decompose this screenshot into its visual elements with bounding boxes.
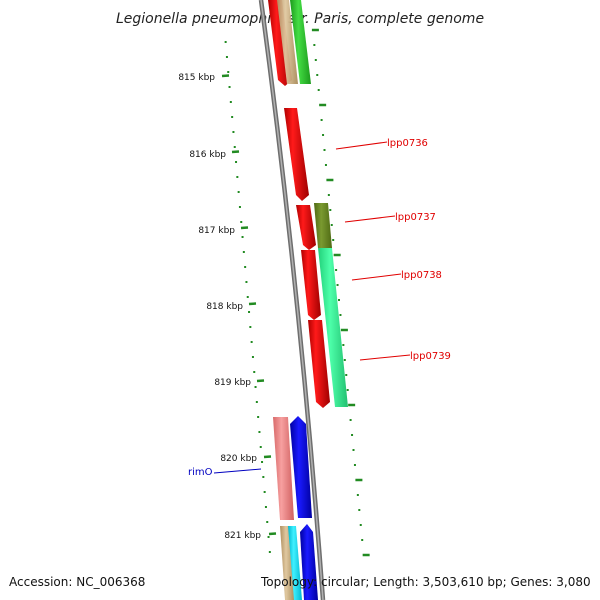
kbp-major-tick xyxy=(231,150,240,154)
cds-red-3 xyxy=(301,250,321,320)
cds-cyan-bottom xyxy=(288,526,302,600)
cds-olive xyxy=(314,203,332,248)
cds-pink-rimO xyxy=(273,417,294,520)
kbp-label: 817 kbp xyxy=(198,226,235,236)
inner-dot-ticks xyxy=(224,41,271,553)
kbp-major-tick xyxy=(221,74,230,78)
gene-label-lpp0736[interactable]: lpp0736 xyxy=(387,138,428,149)
kbp-label: 820 kbp xyxy=(220,454,257,464)
cds-green-top xyxy=(290,0,311,84)
cds-red-2 xyxy=(296,205,316,250)
kbp-label: 818 kbp xyxy=(206,302,243,312)
accession-text: Accession: NC_006368 xyxy=(9,575,145,589)
kbp-major-tick xyxy=(256,379,265,383)
gene-label-rimO[interactable]: rimO xyxy=(188,467,213,478)
cds-tan-top xyxy=(277,0,298,84)
kbp-label: 821 kbp xyxy=(224,531,261,541)
gene-label-lpp0737[interactable]: lpp0737 xyxy=(395,212,436,223)
cds-red-4 xyxy=(308,320,330,408)
cds-blue-2 xyxy=(300,524,318,600)
kbp-major-tick xyxy=(240,226,249,230)
cds-red-1 xyxy=(284,108,309,201)
kbp-major-tick xyxy=(268,532,277,536)
gene-label-lpp0738[interactable]: lpp0738 xyxy=(401,270,442,281)
outer-dot-ticks xyxy=(311,28,370,557)
gene-label-lines xyxy=(213,141,411,474)
cds-blue-1 xyxy=(290,416,312,518)
gene-label-lpp0739[interactable]: lpp0739 xyxy=(410,351,451,362)
cds-seafoam xyxy=(318,248,348,407)
kbp-major-tick xyxy=(248,302,257,306)
kbp-ticks: 815 kbp 816 kbp 817 kbp 818 kbp 819 kbp 820 k… xyxy=(178,73,277,541)
kbp-label: 819 kbp xyxy=(214,378,251,388)
topology-text: Topology: circular; Length: 3,503,610 bp… xyxy=(260,575,591,589)
kbp-label: 815 kbp xyxy=(178,73,215,83)
kbp-major-tick xyxy=(263,455,272,459)
kbp-label: 816 kbp xyxy=(189,150,226,160)
